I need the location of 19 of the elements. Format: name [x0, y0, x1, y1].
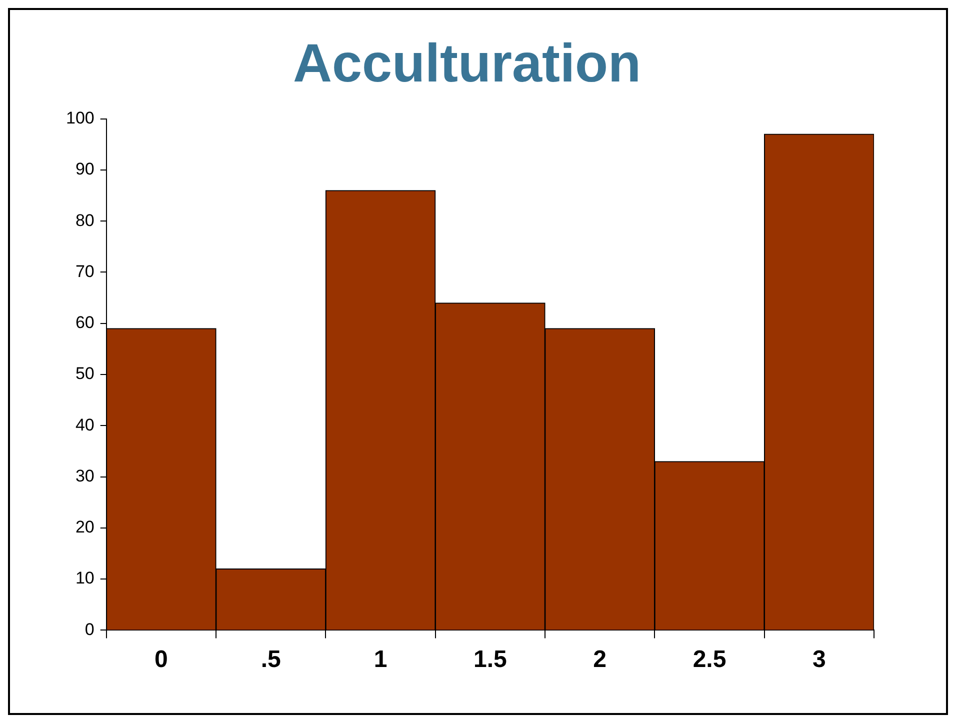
- y-tick-label: 20: [75, 518, 94, 537]
- chart-title: Acculturation: [292, 33, 642, 94]
- y-tick-label: 30: [75, 466, 94, 486]
- y-tick-label: 60: [75, 313, 94, 332]
- y-tick-label: 0: [84, 620, 94, 639]
- x-tick-label: 2.5: [692, 646, 726, 674]
- x-tick-label: 3: [812, 646, 826, 674]
- y-tick-label: 40: [75, 415, 94, 434]
- x-tick-label: 1: [374, 646, 388, 674]
- x-tick-label: 0: [154, 646, 168, 674]
- x-tick-label: 1.5: [473, 646, 507, 674]
- y-tick-label: 100: [66, 108, 94, 128]
- y-tick-label: 10: [75, 568, 94, 588]
- y-tick-label: 80: [75, 210, 94, 230]
- y-tick-label: 50: [75, 364, 94, 384]
- y-tick-label: 70: [75, 262, 94, 281]
- y-tick-label: 90: [75, 160, 94, 179]
- x-tick-label: .5: [260, 646, 281, 674]
- x-tick-label: 2: [593, 646, 607, 674]
